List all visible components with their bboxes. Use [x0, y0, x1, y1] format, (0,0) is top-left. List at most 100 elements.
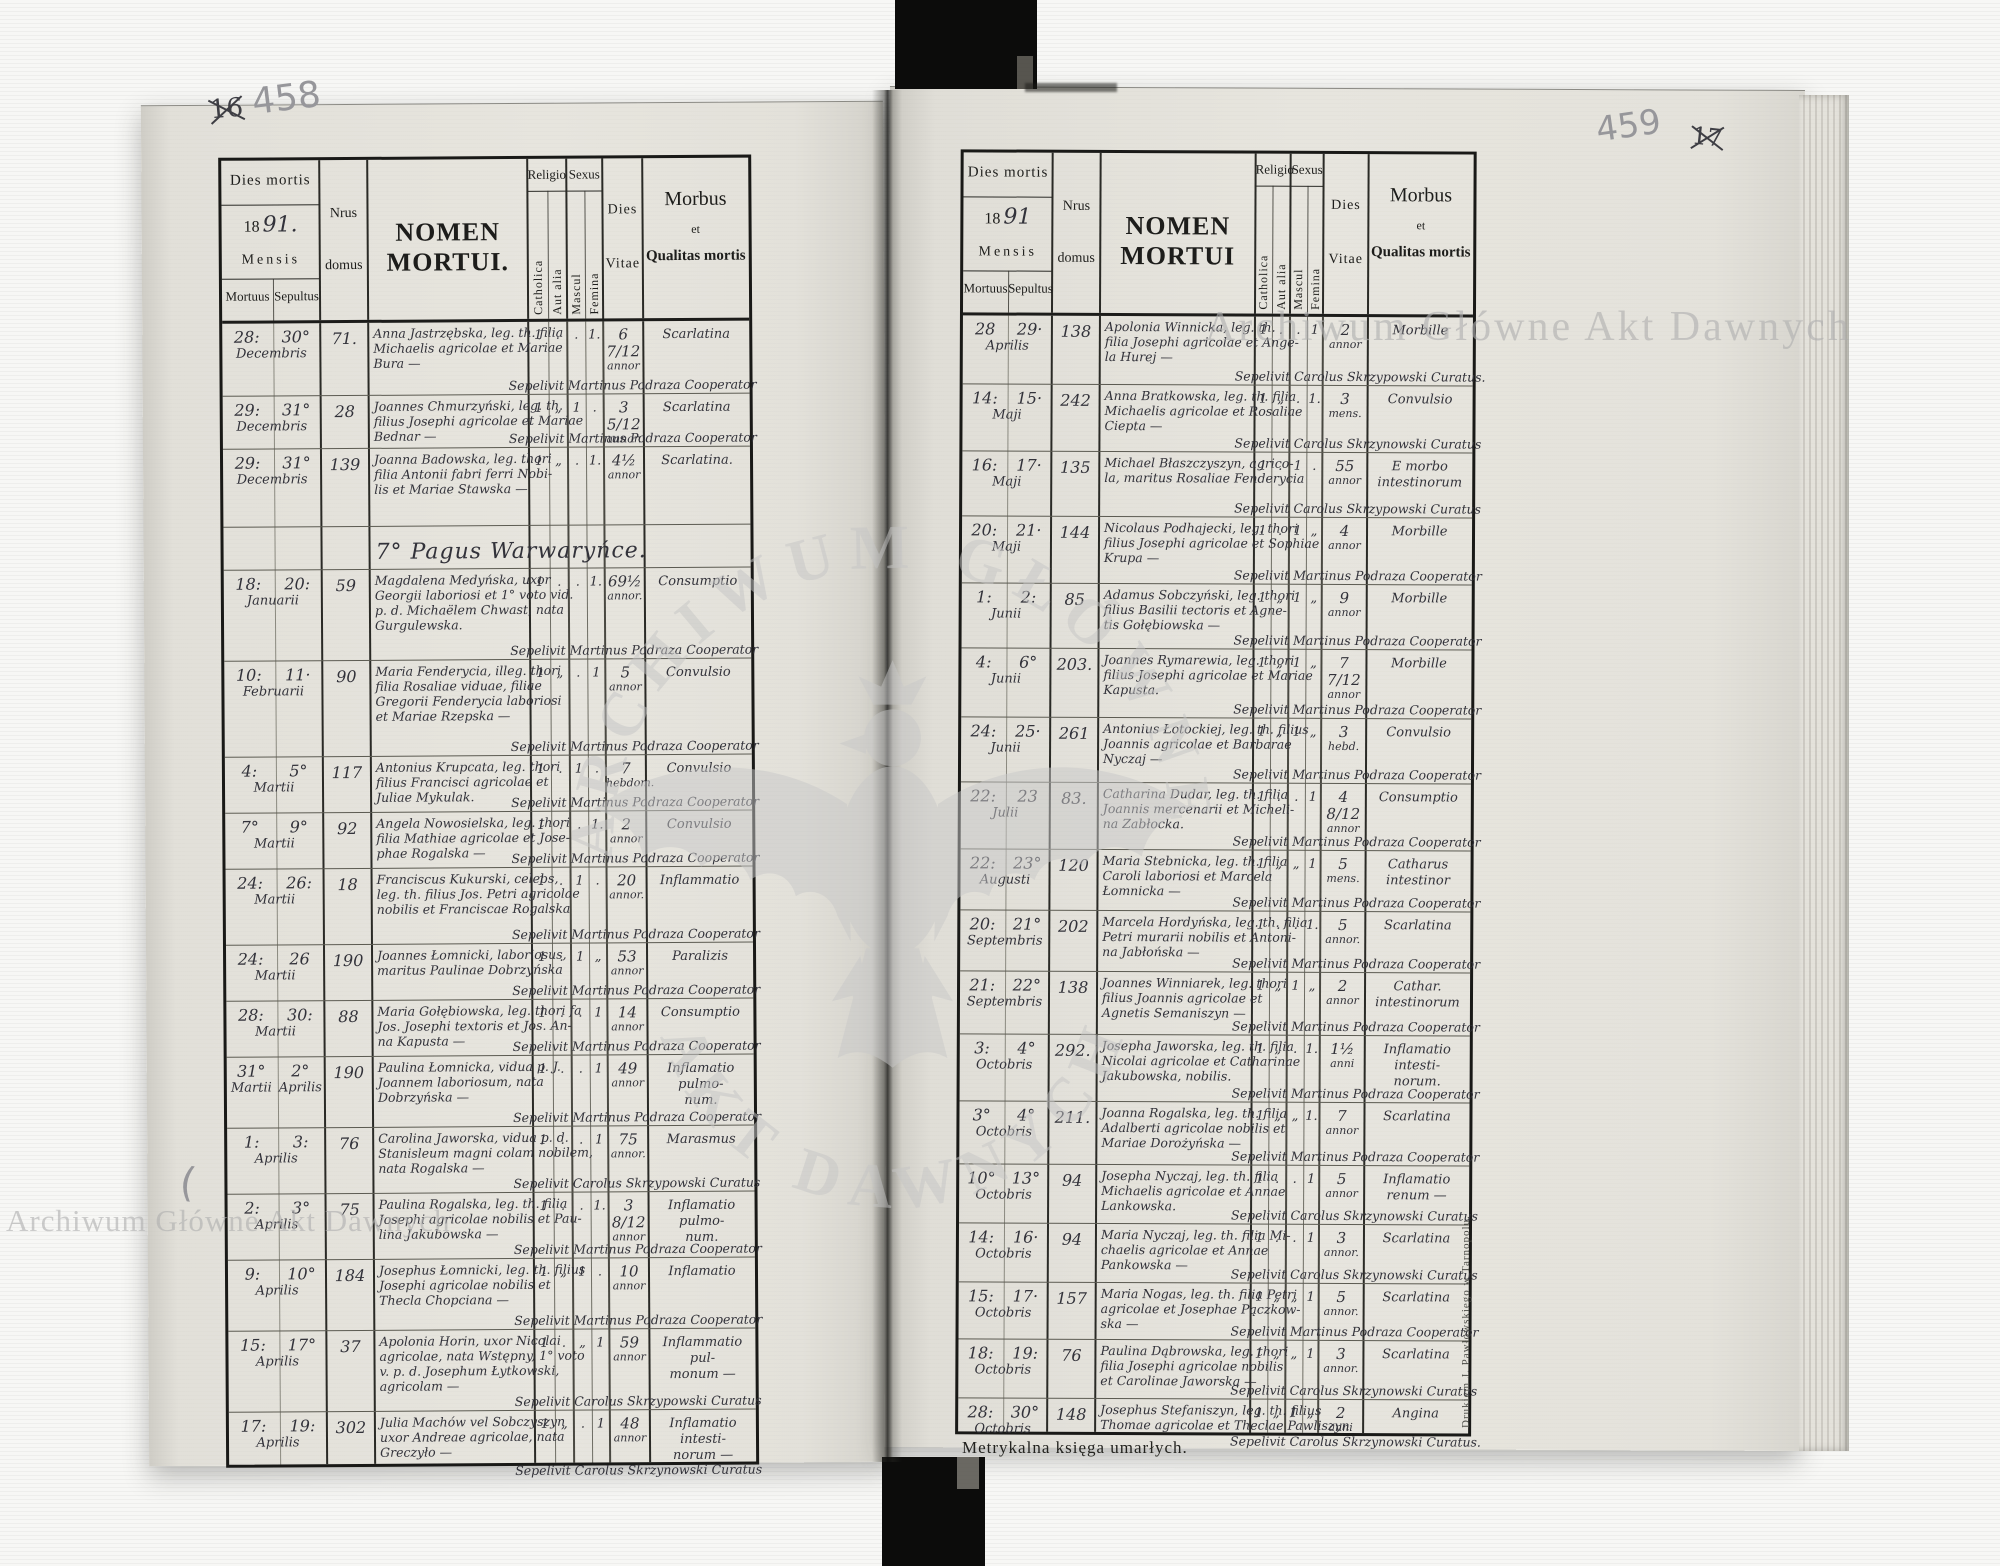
dies-vitae: 5 annor. [1320, 916, 1365, 946]
mark-catholica: 1 [1256, 1041, 1265, 1057]
mark-catholica: 1 [1258, 523, 1267, 539]
mark-mascul: 1 [1293, 458, 1302, 474]
month-names: Septembris [960, 933, 1049, 948]
mark-femina: . [597, 1264, 603, 1280]
dies-mortuus: 31° [237, 1061, 266, 1081]
name-line: na Zabłocka. [1102, 815, 1184, 832]
dies-vitae: 3 annor. [1319, 1229, 1364, 1259]
vitae-value: 3 5/12 [606, 398, 641, 434]
month-names: Martii Aprilis [227, 1080, 325, 1096]
month-name: Maji [992, 474, 1022, 490]
dies-vitae: 3 hebd. [1321, 723, 1366, 753]
house-number: 184 [334, 1265, 366, 1286]
morbus-line: Morbille [1392, 323, 1449, 339]
mark-catholica: 1 [537, 873, 546, 889]
dies-mortuus: 17: [240, 1416, 267, 1436]
register-row: 7° Pagus Warwaryńce. [223, 524, 751, 571]
morbus: Inflamatio intesti-norum. [1367, 1042, 1468, 1090]
mark-catholica: 1 [1257, 724, 1266, 740]
deceased-name: Josephus Stefaniszyn, leg. th. filius Tho… [1100, 1402, 1350, 1433]
dies-mortuus: 22: [970, 786, 997, 806]
register-row: 1: 2: Junii 85 Adamus Sobczyński, leg. thori… [961, 583, 1482, 651]
day-numbers: 31° 2° [227, 1061, 325, 1081]
month-names: Maji [962, 539, 1051, 554]
name-line: Maria Nyczaj, leg. th. filia Mi- [1100, 1226, 1291, 1243]
name-line: Mariae Dorożyńska — [1101, 1134, 1242, 1151]
month-name: Martii [253, 780, 295, 796]
name-line: Stanisleum magni colam nobilem, [378, 1144, 594, 1161]
dies-mortuus: 20: [971, 520, 998, 540]
dies-vitae: 7 7/12 annor [1321, 654, 1366, 701]
dies-sepultus: 23° [1013, 853, 1042, 873]
sepelivit-note: Sepelivit Carolus Skrzynowski Curatus [1231, 1207, 1478, 1224]
dies-mortuus: 3: [974, 1038, 990, 1058]
deceased-name: Franciscus Kukurski, celebs, leg. th. fil… [377, 871, 580, 917]
mark-aut-alia: . [561, 1335, 567, 1351]
vitae-unit: annor [609, 832, 643, 846]
mark-catholica: 1 [1255, 1289, 1264, 1305]
mark-aut-alia: . [1275, 1171, 1280, 1187]
name-line: Carolina Jaworska, vidua p. d. [378, 1129, 569, 1146]
dies-vitae: 48 annor [610, 1414, 650, 1444]
month-name: Octobris [975, 1187, 1032, 1203]
sepelivit-note: Sepelivit Martinus Podraza Cooperator [512, 981, 761, 999]
dies-sepultus: 16· [1012, 1227, 1039, 1247]
mark-aut-alia: . [558, 761, 563, 777]
mark-aut-alia: . [1276, 789, 1281, 805]
morbus-line: Morbille [1391, 524, 1448, 540]
vitae-unit: annor [609, 680, 642, 694]
month-name: Martii [230, 1080, 272, 1096]
name-line: Joannes Winniarek, leg. thori [1102, 974, 1287, 991]
morbus-line: Cathar. intestinorum [1375, 979, 1460, 1011]
vitae-value: 2 [1337, 976, 1348, 996]
day-numbers: 9: 10° [228, 1264, 326, 1284]
table-horizontal-rule [1255, 185, 1291, 187]
vitae-unit: annor [613, 1350, 646, 1364]
name-line: agricolam — [379, 1378, 460, 1394]
mark-aut-alia: „ [555, 453, 562, 469]
register-row: 20: 21° Septembris 202 Marcela Hordyńska, le… [960, 910, 1480, 974]
deceased-name: Antonius Łotockiej, leg. th. filius Joann… [1103, 721, 1309, 767]
register-table: Dies mortis 18 91. Mensis Mortuus Sepultus Nru… [218, 154, 762, 1478]
mark-mascul: . [578, 1061, 583, 1077]
folio-number-right-crossed: 17 [1690, 121, 1725, 153]
name-line: Joanna Badowska, leg. thori [373, 450, 552, 467]
day-numbers: 29: 31° [223, 453, 321, 473]
name-line: Magdalena Medyńska, uxor [374, 571, 551, 588]
mark-mascul: 1 [1292, 724, 1301, 740]
mark-aut-alia: . [560, 1132, 565, 1148]
mark-mascul: „ [1290, 1289, 1298, 1305]
mark-mascul: 1 [574, 761, 584, 777]
morbus: Scarlatina [1366, 1290, 1467, 1306]
register-row: 15: 17· Octobris 157 Maria Nogas, leg. th. f… [958, 1282, 1479, 1342]
register-row: 7° 9° Martii 92 Angela Nowosielska, leg. tho… [225, 810, 759, 870]
mark-femina: . [1312, 458, 1317, 474]
register-row: 31° 2° Martii Aprilis 190 Paulina Łomnicka, v… [226, 1054, 761, 1129]
dies-mortuus: 28 [974, 319, 996, 339]
month-names: Julii [961, 805, 1050, 820]
vitae-value: 59 [619, 1333, 640, 1352]
vitae-value: 49 [618, 1059, 638, 1078]
vitae-value: 1½ [1330, 1039, 1355, 1059]
mark-femina: 1. [588, 453, 602, 469]
month-names: Aprilis [228, 1217, 326, 1233]
house-number: 261 [1058, 723, 1090, 743]
vitae-unit: anni [1328, 1420, 1353, 1435]
month-names: Octobris [959, 1187, 1048, 1202]
sepelivit-note: Sepelivit Martinus Podraza Cooperator [1233, 632, 1482, 649]
month-names: Octobris [959, 1246, 1048, 1261]
dies-vitae: 5 annor [605, 663, 645, 694]
table-horizontal-rule [963, 196, 1053, 198]
register-row: 22: 23 Julii 83. Catharina Dudar, leg. th. f… [960, 782, 1481, 852]
day-numbers: 14: 16· [959, 1227, 1048, 1246]
name-line: filius Francisci agricolae et [375, 773, 549, 790]
dies-vitae: 20 annor. [607, 871, 647, 901]
deceased-name: Maria Nyczaj, leg. th. filia Mi-chaelis … [1100, 1226, 1291, 1273]
deceased-name: Paulina Rogalska, leg. th. filia Josephi … [379, 1196, 582, 1242]
morbus: Catharus intestinor [1367, 857, 1468, 889]
register-row: 10° 13° Octobris 94 Josepha Nyczaj, leg. th.… [959, 1164, 1478, 1226]
deceased-name: Josephus Łomnicki, leg. th. filius Joseph… [379, 1262, 585, 1308]
death-burial-dates: 24: 26 Martii [226, 949, 324, 984]
morbus: Scarlatina. [646, 453, 748, 470]
